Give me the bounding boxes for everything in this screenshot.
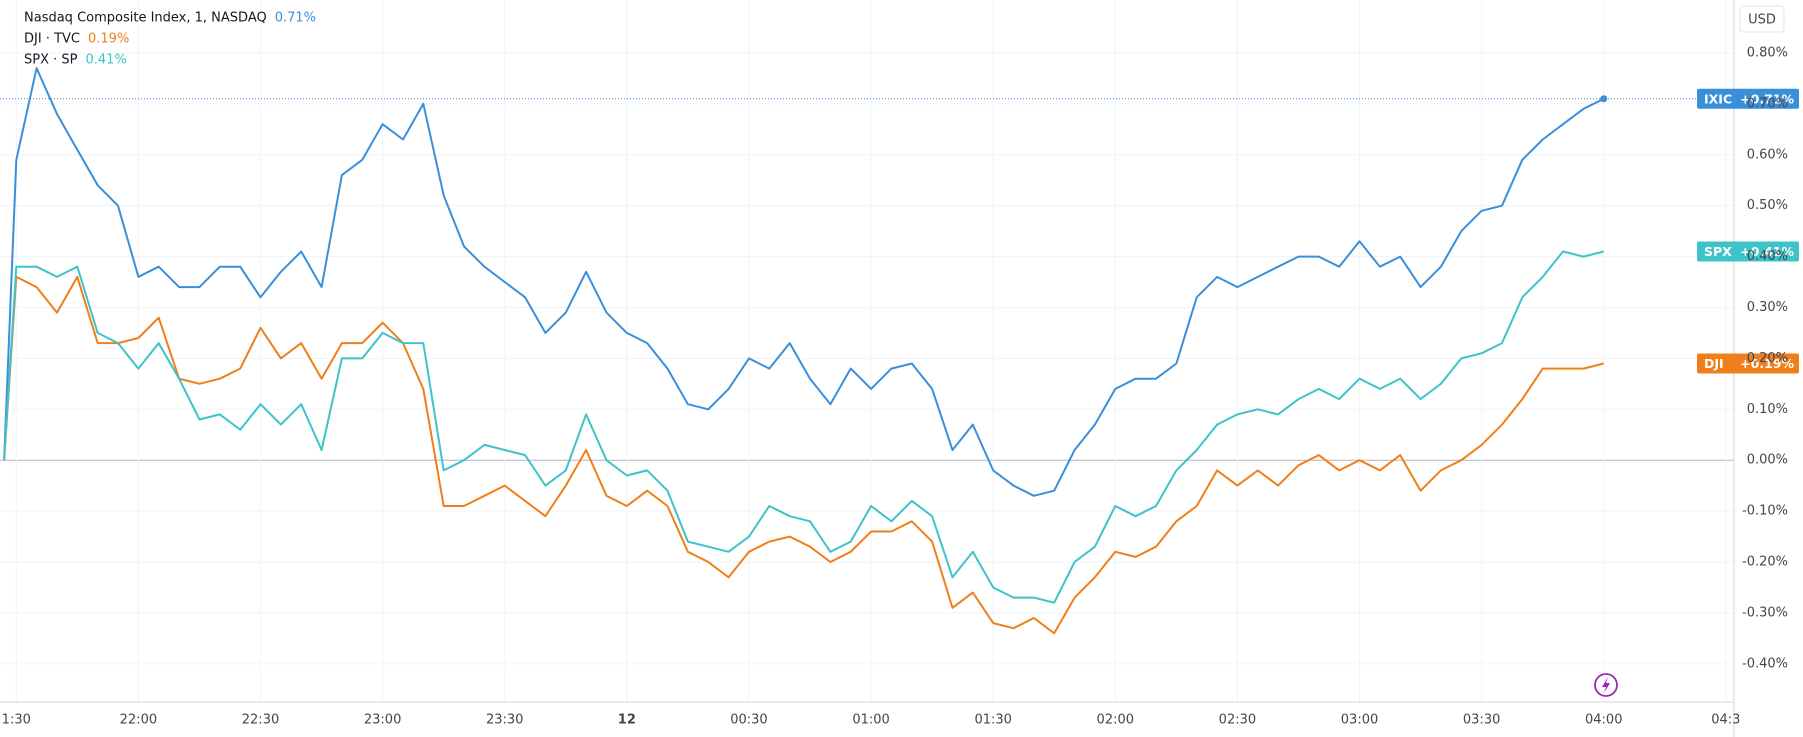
y-tick-label: -0.30% [1742, 605, 1788, 620]
legend: Nasdaq Composite Index, 1, NASDAQ 0.71% DJ… [24, 11, 316, 68]
y-tick-label: -0.10% [1742, 504, 1788, 519]
x-tick-label: 02:00 [1097, 713, 1134, 728]
replay-icon[interactable] [1594, 673, 1618, 697]
y-tick-label: -0.20% [1742, 555, 1788, 570]
x-tick-label: 03:00 [1341, 713, 1378, 728]
currency-button[interactable] [1739, 5, 1785, 33]
y-tick-label: 0.80% [1747, 45, 1788, 60]
x-tick-label: 22:00 [120, 713, 157, 728]
series-line [3, 275, 1604, 635]
legend-name: SPX · SP [24, 53, 78, 68]
lines [0, 67, 1734, 635]
y-tick-label: 0.60% [1747, 147, 1788, 162]
legend-value: 0.41% [86, 53, 127, 68]
currency-label: USD [1748, 13, 1776, 28]
last-point [1600, 95, 1608, 103]
icon-bolt [1602, 677, 1610, 693]
price-tag-ticker: DJI [1704, 356, 1724, 371]
y-tick-label: 0.30% [1747, 300, 1788, 315]
y-tick-label: 0.00% [1747, 453, 1788, 468]
legend-value: 0.19% [88, 32, 129, 47]
icon-ring [1594, 673, 1618, 697]
y-tick-label: -0.40% [1742, 656, 1788, 671]
price-tag-ticker: IXIC [1704, 91, 1732, 106]
legend-name: Nasdaq Composite Index, 1, NASDAQ [24, 11, 267, 26]
x-tick-label: 04:00 [1585, 713, 1622, 728]
y-tick-label: 0.50% [1747, 198, 1788, 213]
x-tick-label: 01:00 [852, 713, 889, 728]
x-tick-label: 22:30 [242, 713, 279, 728]
price-tag-value: +0.19% [1740, 356, 1794, 371]
price-tag-value: +0.71% [1740, 91, 1794, 106]
price-tag-ticker: SPX [1704, 244, 1732, 259]
x-tick-label: 1:30 [2, 713, 31, 728]
x-tick-label: 23:00 [364, 713, 401, 728]
x-tick-label: 02:30 [1219, 713, 1256, 728]
legend-value: 0.71% [275, 11, 316, 26]
x-tick-label: 04:3 [1711, 713, 1740, 728]
series-line [3, 250, 1604, 604]
y-tick-label: 0.40% [1747, 249, 1788, 264]
series-line [3, 67, 1605, 497]
y-tick-label: 0.20% [1747, 351, 1788, 366]
x-tick-label: 00:30 [730, 713, 767, 728]
price-tag [1697, 353, 1799, 374]
x-tick-label: 03:30 [1463, 713, 1500, 728]
x-tick-label: 23:30 [486, 713, 523, 728]
tags: IXIC +0.71% DJI +0.19% SPX +0.41% [1697, 88, 1799, 374]
x-tick-label: 01:30 [974, 713, 1011, 728]
price-tag [1697, 241, 1799, 262]
y-tick-label: 0.70% [1747, 96, 1788, 111]
price-tag-value: +0.41% [1740, 244, 1794, 259]
price-tag [1697, 88, 1799, 109]
grid [0, 0, 1734, 702]
x-tick-label: 12 [618, 713, 636, 728]
legend-name: DJI · TVC [24, 32, 80, 47]
y-tick-label: 0.10% [1747, 402, 1788, 417]
